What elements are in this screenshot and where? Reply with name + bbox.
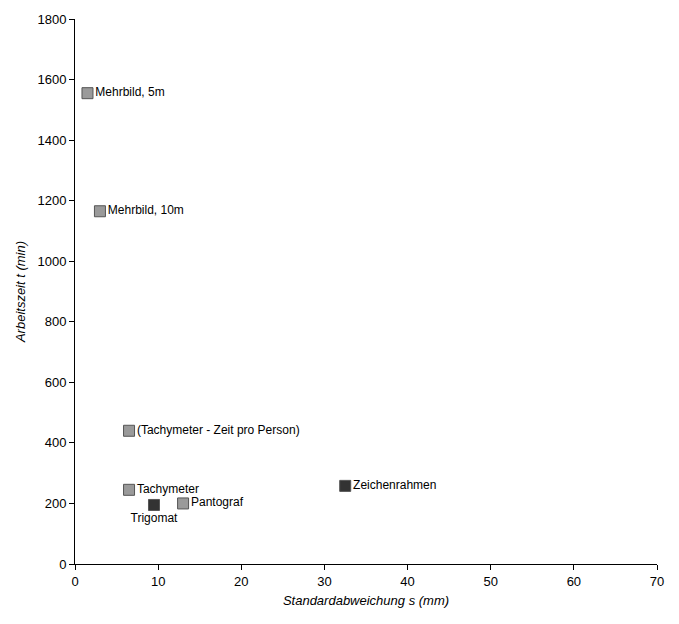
svg-text:(Tachymeter - Zeit pro Person): (Tachymeter - Zeit pro Person) — [137, 423, 300, 437]
svg-text:1400: 1400 — [37, 133, 66, 148]
svg-text:Mehrbild, 5m: Mehrbild, 5m — [95, 85, 164, 99]
svg-text:1800: 1800 — [37, 12, 66, 27]
svg-text:Tachymeter: Tachymeter — [137, 482, 199, 496]
svg-text:Trigomat: Trigomat — [131, 511, 179, 525]
svg-text:Zeichenrahmen: Zeichenrahmen — [353, 478, 436, 492]
svg-text:50: 50 — [483, 574, 497, 589]
svg-text:1000: 1000 — [37, 254, 66, 269]
svg-text:Mehrbild, 10m: Mehrbild, 10m — [108, 203, 184, 217]
svg-text:400: 400 — [45, 435, 67, 450]
svg-text:200: 200 — [45, 496, 67, 511]
svg-text:0: 0 — [59, 557, 66, 572]
svg-text:20: 20 — [234, 574, 248, 589]
svg-text:10: 10 — [151, 574, 165, 589]
svg-text:30: 30 — [317, 574, 331, 589]
svg-text:Standardabweichung s (mm): Standardabweichung s (mm) — [283, 593, 449, 608]
svg-text:600: 600 — [45, 375, 67, 390]
svg-text:70: 70 — [650, 574, 664, 589]
svg-text:800: 800 — [45, 314, 67, 329]
svg-text:1200: 1200 — [37, 193, 66, 208]
svg-text:40: 40 — [400, 574, 414, 589]
svg-text:Arbeitszeit t (min): Arbeitszeit t (min) — [13, 241, 28, 343]
svg-text:1600: 1600 — [37, 72, 66, 87]
svg-text:60: 60 — [567, 574, 581, 589]
svg-text:Pantograf: Pantograf — [191, 495, 244, 509]
svg-text:0: 0 — [71, 574, 78, 589]
